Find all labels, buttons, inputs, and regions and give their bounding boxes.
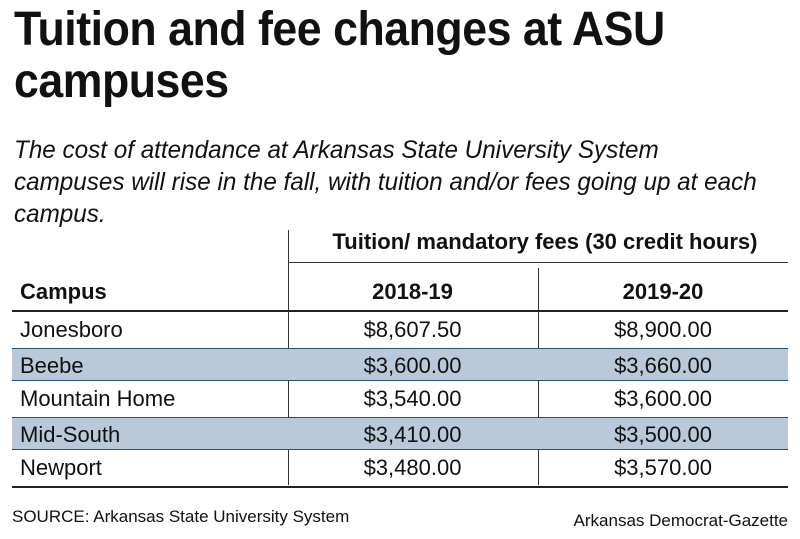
- value-2019-20-cell: $3,600.00: [614, 386, 712, 411]
- value-2018-19-cell: $3,540.00: [363, 386, 462, 411]
- value-2019-20-cell: $3,660.00: [614, 352, 712, 378]
- group-header: Tuition/ mandatory fees (30 credit hours…: [332, 229, 758, 254]
- value-2018-19-cell: $3,480.00: [363, 455, 462, 480]
- group-header-rule: [288, 262, 788, 263]
- value-2019-20-cell: $8,900.00: [614, 317, 712, 342]
- header-rule: [12, 310, 788, 312]
- value-2018-19-cell: $3,600.00: [363, 352, 462, 378]
- footer-rule: [12, 486, 788, 488]
- campus-cell: Mountain Home: [20, 386, 176, 411]
- value-2019-20-cell: $3,500.00: [614, 421, 712, 447]
- column-header-2018-19: 2018-19: [372, 279, 453, 304]
- table-row: Beebe $3,600.00 $3,660.00: [12, 347, 788, 381]
- value-2018-19-cell: $8,607.50: [363, 317, 462, 342]
- table-row: Mid-South $3,410.00 $3,500.00: [12, 416, 788, 450]
- table-row: Newport $3,480.00 $3,570.00: [12, 451, 788, 484]
- campus-cell: Jonesboro: [20, 317, 123, 342]
- value-2018-19-cell: $3,410.00: [363, 421, 462, 447]
- campus-cell: Mid-South: [20, 421, 121, 447]
- chart-subtitle: The cost of attendance at Arkansas State…: [14, 136, 757, 228]
- table-row: Jonesboro $8,607.50 $8,900.00: [12, 313, 788, 346]
- campus-cell: Beebe: [20, 352, 84, 378]
- column-header-2019-20: 2019-20: [622, 279, 704, 304]
- source-note: SOURCE: Arkansas State University System: [12, 507, 350, 526]
- table-row: Mountain Home $3,540.00 $3,600.00: [12, 382, 788, 415]
- campus-cell: Newport: [20, 455, 102, 480]
- value-2019-20-cell: $3,570.00: [614, 455, 712, 480]
- column-header-campus: Campus: [20, 279, 107, 304]
- credit-line: Arkansas Democrat-Gazette: [573, 511, 788, 530]
- chart-title: Tuition and fee changes at ASU campuses: [14, 3, 665, 108]
